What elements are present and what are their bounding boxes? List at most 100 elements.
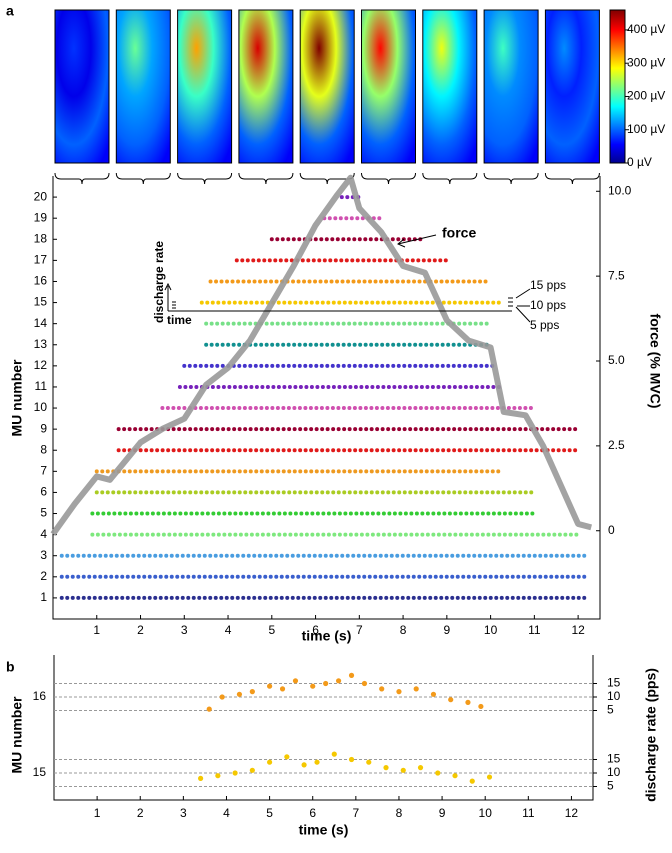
discharge-dot: [448, 697, 454, 703]
discharge-dot: [310, 683, 316, 689]
discharge-dot: [249, 767, 255, 773]
y-axis-label: MU number: [9, 359, 25, 437]
discharge-dot: [335, 678, 342, 684]
discharge-dot: [279, 686, 286, 692]
x-tick-label: 6: [309, 806, 316, 820]
y2-tick-label: 10: [607, 765, 621, 779]
x-tick-label: 8: [396, 806, 403, 820]
y2-tick-label: 5.0: [608, 353, 625, 367]
discharge-dot: [361, 680, 368, 687]
y-tick-label: 20: [34, 189, 48, 203]
y-tick-label: 1: [40, 590, 47, 604]
y-tick-label: 16: [34, 274, 48, 288]
time-label: time: [167, 313, 192, 327]
rate-label: discharge rate: [152, 241, 166, 323]
discharge-dot: [452, 773, 458, 779]
discharge-dot: [198, 775, 204, 782]
y2-axis-label: force (% MVC): [647, 314, 663, 409]
colorbar-label: 200 µV: [627, 89, 665, 103]
heatmap: [238, 9, 294, 164]
x-tick-label: 4: [225, 623, 232, 637]
discharge-dot: [236, 691, 243, 697]
discharge-dot: [284, 754, 290, 760]
heatmap: [483, 9, 539, 164]
y2-tick-label: 2.5: [608, 438, 625, 452]
bracket: [54, 172, 110, 185]
bracket: [238, 172, 294, 185]
discharge-dot: [417, 765, 424, 771]
x-tick-label: 6: [312, 623, 319, 637]
bracket: [422, 172, 478, 185]
x-tick-label: 7: [356, 623, 363, 637]
x-tick-label: 9: [439, 806, 446, 820]
y-tick-label: 5: [40, 506, 47, 520]
x-tick-label: 1: [94, 806, 101, 820]
x-tick-label: 4: [223, 806, 230, 820]
rate-scale-label: 5 pps: [530, 318, 559, 332]
discharge-dot: [348, 756, 355, 763]
x-tick-label: 3: [180, 806, 187, 820]
y2-axis-label: discharge rate (pps): [643, 668, 659, 802]
y2-tick-label: 10: [607, 689, 621, 703]
y-tick-label: 15: [34, 295, 48, 309]
discharge-dot: [478, 703, 484, 710]
bracket: [483, 172, 539, 185]
discharge-dot: [400, 767, 406, 773]
x-tick-label: 11: [522, 806, 535, 820]
y2-tick-label: 15: [607, 676, 621, 690]
heatmap: [54, 9, 110, 164]
x-tick-label: 2: [137, 806, 144, 820]
y-tick-label: 12: [34, 358, 48, 372]
x-tick-label: 8: [400, 623, 407, 637]
y-tick-label: 6: [40, 485, 47, 499]
heatmap: [115, 9, 171, 164]
colorbar-label: 300 µV: [627, 55, 665, 69]
discharge-dot: [232, 770, 238, 776]
heatmap: [422, 9, 478, 164]
y-tick-label: 14: [34, 316, 48, 330]
x-axis-label: time (s): [302, 628, 352, 644]
x-tick-label: 12: [565, 806, 579, 820]
discharge-dot: [331, 751, 337, 757]
rate-scale-label: 10 pps: [530, 298, 566, 312]
bracket: [544, 172, 600, 185]
y-tick-label: 13: [34, 337, 48, 351]
y-tick-label: 4: [40, 527, 47, 541]
scale-arrows: [515, 288, 531, 323]
colorbar-label: 0 µV: [627, 155, 652, 169]
x-axis-label: time (s): [299, 822, 349, 838]
x-tick-label: 11: [528, 623, 541, 637]
discharge-dot: [413, 686, 419, 692]
x-tick-label: 7: [352, 806, 359, 820]
rate-scale-label: 15 pps: [530, 278, 566, 292]
heatmap: [361, 9, 416, 164]
y-tick-label: 15: [33, 765, 47, 779]
discharge-dot: [435, 770, 441, 776]
y-tick-label: 10: [34, 400, 48, 414]
discharge-dot: [206, 706, 212, 712]
discharge-dot: [301, 762, 307, 768]
colorbar-label: 400 µV: [627, 22, 665, 36]
y2-tick-label: 5: [607, 703, 614, 717]
discharge-dot: [314, 759, 320, 765]
x-tick-label: 10: [484, 623, 498, 637]
discharge-dot: [430, 691, 437, 697]
discharge-dot: [379, 686, 385, 692]
discharge-dot: [396, 689, 402, 695]
x-tick-label: 2: [137, 623, 144, 637]
axes: [53, 655, 594, 801]
heatmap: [299, 9, 355, 164]
discharge-dot: [292, 678, 299, 684]
heatmap: [177, 9, 233, 164]
y-tick-label: 18: [34, 231, 48, 245]
force-label: force: [442, 225, 476, 241]
panel-label: b: [6, 659, 15, 675]
x-tick-label: 1: [93, 623, 100, 637]
bracket: [361, 172, 416, 185]
y-tick-label: 8: [40, 442, 47, 456]
axes: [52, 176, 601, 620]
discharge-dot: [383, 765, 389, 771]
y2-tick-label: 15: [607, 752, 621, 766]
force-line: [50, 174, 592, 536]
